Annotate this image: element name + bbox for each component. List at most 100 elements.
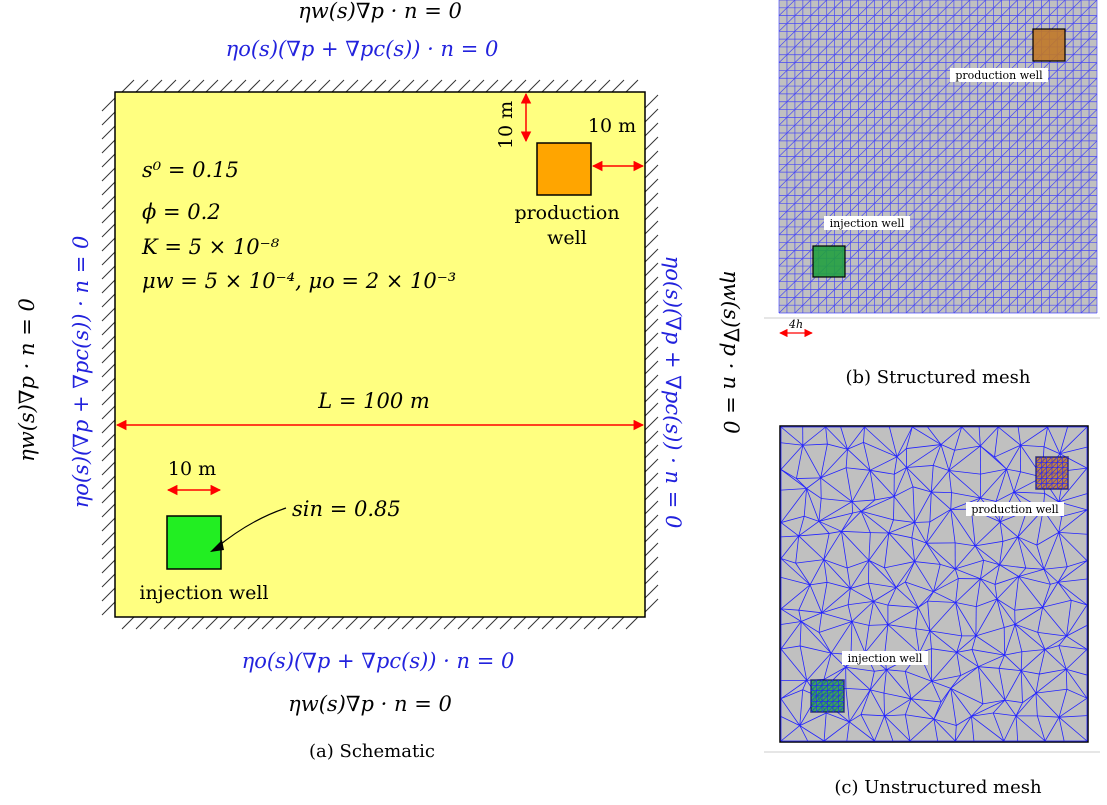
mesh-edge	[780, 558, 796, 564]
hatch-mark	[541, 616, 555, 630]
mesh-edge	[929, 630, 962, 637]
hatch-mark	[644, 108, 659, 123]
mesh-diagonal	[826, 124, 843, 142]
mesh-diagonal	[937, 124, 955, 142]
mesh-diagonal	[1017, 109, 1034, 126]
mesh-edge	[956, 649, 973, 653]
mesh-edge	[802, 680, 808, 690]
hatch-mark	[644, 360, 659, 375]
mesh-diagonal	[794, 187, 812, 204]
mesh-edge	[974, 545, 984, 561]
mesh-edge	[1066, 604, 1088, 637]
mesh-edge	[948, 470, 952, 493]
mesh-diagonal	[969, 234, 986, 251]
mesh-diagonal	[969, 218, 986, 235]
mesh-edge	[955, 578, 981, 603]
hatch-mark	[101, 391, 116, 406]
mesh-edge	[800, 621, 820, 633]
mesh-edge	[1051, 462, 1058, 468]
mesh-edge	[1058, 689, 1068, 718]
mesh-diagonal	[1080, 187, 1098, 204]
mesh-edge	[798, 610, 802, 622]
bc-bottom-oil: ηo(s)(∇p + ∇pc(s)) · n = 0	[242, 649, 515, 673]
mesh-edge	[848, 600, 874, 606]
mesh-diagonal	[1033, 281, 1050, 298]
mesh-edge	[931, 681, 942, 703]
mesh-edge	[1014, 606, 1043, 611]
structured-panel: production well injection well 4h (b) St…	[764, 0, 1100, 388]
production-well-label-2: well	[547, 227, 587, 249]
mesh-edge	[1044, 635, 1067, 650]
mesh-diagonal	[1049, 187, 1066, 204]
hatch-mark	[471, 616, 485, 630]
mesh-edge	[795, 559, 824, 564]
mesh-edge	[864, 625, 870, 653]
hatch-mark	[219, 79, 233, 93]
mesh-diagonal	[1080, 281, 1098, 298]
mesh-edge	[1059, 446, 1088, 455]
mesh-edge	[1057, 456, 1063, 463]
mesh-edge	[796, 445, 804, 479]
mesh-edge	[803, 488, 807, 517]
mesh-edge	[845, 688, 850, 722]
mesh-edge	[933, 688, 952, 720]
mesh-edge	[977, 666, 984, 704]
mesh-edge	[980, 468, 1007, 475]
mesh-edge	[956, 635, 963, 653]
mesh-diagonal	[1033, 203, 1050, 220]
hatch-mark	[303, 79, 317, 93]
mesh-edge	[1044, 649, 1067, 670]
mesh-diagonal	[874, 234, 891, 251]
mesh-diagonal	[1033, 297, 1050, 314]
mesh-diagonal	[826, 140, 843, 157]
mesh-edge	[1065, 669, 1068, 690]
mesh-edge	[869, 470, 895, 497]
mesh-diagonal	[953, 156, 971, 173]
hatch-mark	[644, 248, 659, 263]
mesh-edge	[1018, 568, 1045, 577]
mesh-edge	[914, 542, 927, 562]
mesh-edge	[980, 564, 1000, 580]
mesh-diagonal	[921, 15, 939, 32]
mesh-edge	[978, 654, 1005, 668]
hatch-mark	[443, 616, 457, 630]
production-well-label-1: production	[514, 202, 619, 224]
mesh-edge	[915, 628, 920, 654]
hatch-mark	[101, 405, 116, 420]
mesh-edge	[1066, 668, 1088, 676]
hatch-mark	[644, 192, 659, 207]
mesh-edge	[971, 715, 1005, 742]
mesh-diagonal	[794, 156, 812, 173]
mesh-edge	[1057, 581, 1088, 606]
mesh-edge	[956, 715, 972, 726]
mesh-diagonal	[874, 265, 891, 282]
mesh-edge	[847, 426, 865, 450]
mesh-edge	[994, 584, 998, 600]
mesh-diagonal	[874, 171, 891, 189]
mesh-edge	[838, 701, 845, 707]
mesh-edge	[845, 467, 853, 502]
mesh-edge	[1051, 483, 1058, 490]
mesh-edge	[1057, 560, 1088, 583]
mesh-diagonal	[874, 62, 891, 79]
mesh-edge	[851, 501, 862, 512]
mesh-edge	[847, 441, 864, 450]
mesh-edge	[912, 486, 915, 523]
mesh-edge	[1057, 483, 1063, 490]
hatch-mark	[247, 79, 261, 93]
mesh-diagonal	[905, 93, 923, 110]
mesh-diagonal	[1001, 171, 1018, 189]
mesh-edge	[927, 600, 956, 603]
mesh-diagonal	[937, 62, 955, 79]
mesh-edge	[911, 522, 915, 538]
mesh-diagonal	[1033, 234, 1050, 251]
mesh-edge	[801, 612, 822, 622]
mesh-edge	[869, 671, 875, 690]
mesh-edge	[948, 470, 981, 499]
mesh-edge	[799, 645, 808, 681]
mesh-diagonal	[1033, 171, 1050, 189]
structured-injection-label: injection well	[830, 217, 905, 230]
mesh-edge	[851, 501, 854, 514]
mesh-diagonal	[921, 140, 939, 157]
mesh-edge	[896, 426, 913, 457]
